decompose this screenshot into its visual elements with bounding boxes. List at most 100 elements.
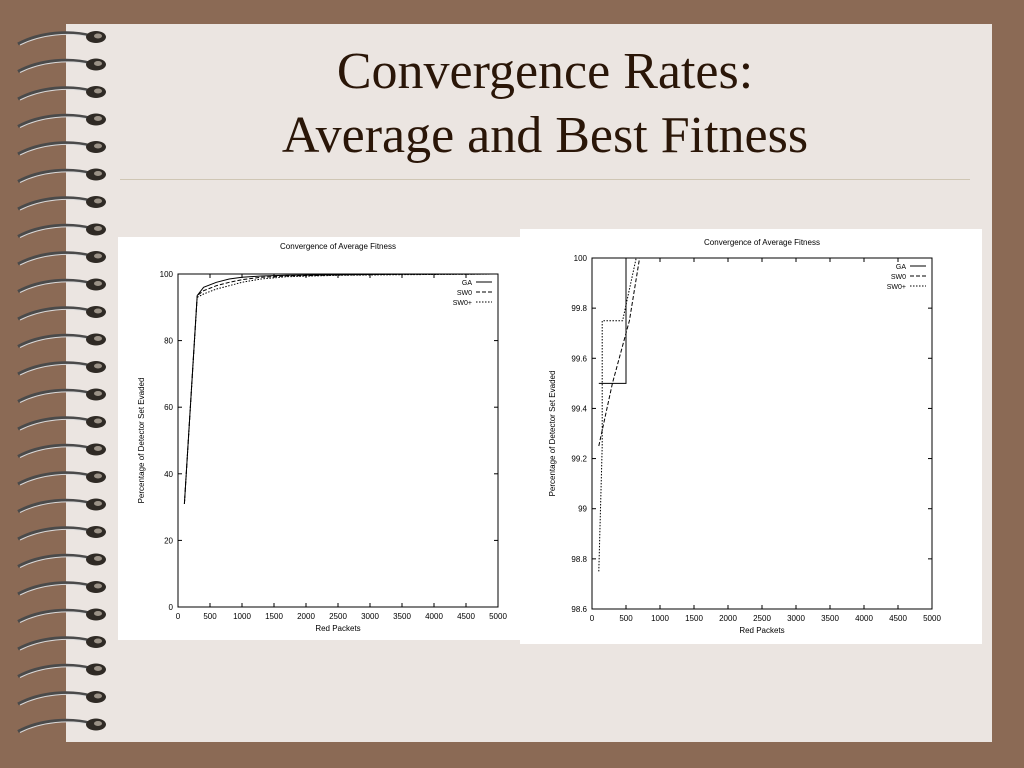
spiral-ring	[17, 31, 93, 46]
x-tick-label: 500	[203, 612, 217, 621]
spiral-ring-highlight	[19, 226, 91, 238]
spiral-ring	[17, 113, 93, 128]
y-tick-label: 99.2	[571, 455, 587, 464]
spiral-ring	[17, 58, 93, 73]
y-tick-label: 99.8	[571, 304, 587, 313]
chart-title: Convergence of Average Fitness	[704, 238, 820, 247]
y-tick-label: 100	[160, 270, 174, 279]
x-tick-label: 2000	[297, 612, 315, 621]
spiral-ring-highlight	[19, 638, 91, 651]
series-line-sw0-	[598, 257, 932, 572]
spiral-hole-shine	[94, 666, 102, 671]
x-axis-label: Red Packets	[315, 624, 360, 633]
spiral-hole-shine	[94, 391, 102, 396]
legend-label: GA	[896, 264, 906, 271]
spiral-hole-shine	[94, 556, 102, 561]
spiral-ring	[17, 498, 93, 513]
x-tick-label: 1000	[651, 614, 669, 623]
spiral-hole-shine	[94, 88, 102, 94]
spiral-ring	[17, 278, 93, 293]
x-tick-label: 0	[176, 612, 181, 621]
spiral-ring-highlight	[19, 446, 91, 458]
spiral-ring-highlight	[19, 528, 91, 541]
spiral-hole-shine	[94, 611, 102, 616]
x-tick-label: 4000	[425, 612, 443, 621]
spiral-ring-highlight	[19, 363, 91, 376]
y-tick-label: 100	[574, 254, 588, 263]
y-tick-label: 99.6	[571, 354, 587, 363]
x-axis-label: Red Packets	[739, 626, 784, 635]
spiral-hole-shine	[94, 116, 102, 121]
x-tick-label: 4000	[855, 614, 873, 623]
spiral-ring-highlight	[19, 501, 91, 513]
x-tick-label: 4500	[889, 614, 907, 623]
spiral-ring	[17, 306, 93, 321]
spiral-ring-highlight	[19, 391, 91, 403]
spiral-ring	[17, 196, 93, 211]
spiral-ring	[17, 663, 93, 678]
spiral-hole-shine	[94, 253, 102, 259]
series-line-sw0	[598, 257, 932, 447]
legend-label: SW0+	[453, 300, 472, 307]
spiral-binding	[17, 31, 106, 733]
spiral-hole-shine	[94, 363, 102, 369]
spiral-ring-highlight	[19, 721, 91, 733]
spiral-ring-highlight	[19, 143, 91, 156]
spiral-ring-highlight	[19, 88, 91, 101]
spiral-ring	[17, 608, 93, 623]
title-line-1: Convergence Rates:	[336, 43, 754, 100]
slide-title: Convergence Rates: Average and Best Fitn…	[120, 40, 970, 168]
spiral-hole-shine	[94, 336, 102, 341]
spiral-ring	[17, 361, 93, 376]
x-tick-label: 0	[590, 614, 595, 623]
spiral-ring-highlight	[19, 253, 91, 266]
chart-svg-2: Convergence of Average Fitness 0 500 1000 15…	[548, 238, 941, 635]
series-line-sw0-	[183, 273, 499, 504]
y-tick-label: 40	[164, 470, 173, 479]
spiral-ring	[17, 691, 93, 706]
spiral-ring	[17, 718, 93, 733]
y-tick-label: 99.4	[571, 404, 587, 413]
spiral-hole-shine	[94, 583, 102, 589]
spiral-ring-highlight	[19, 61, 91, 73]
x-tick-label: 3000	[361, 612, 379, 621]
spiral-ring-highlight	[19, 556, 91, 568]
spiral-ring-highlight	[19, 666, 91, 678]
spiral-ring-highlight	[19, 336, 91, 348]
series-line-ga	[598, 257, 932, 384]
spiral-hole-shine	[94, 473, 102, 479]
spiral-hole-shine	[94, 693, 102, 699]
spiral-ring-highlight	[19, 198, 91, 211]
y-tick-label: 20	[164, 536, 173, 545]
spiral-hole-shine	[94, 198, 102, 204]
x-tick-label: 5000	[489, 612, 507, 621]
y-tick-label: 98.8	[571, 555, 587, 564]
spiral-hole-shine	[94, 281, 102, 286]
spiral-ring-highlight	[19, 281, 91, 293]
spiral-ring	[17, 636, 93, 651]
spiral-hole-shine	[94, 528, 102, 534]
spiral-ring	[17, 86, 93, 101]
y-tick-label: 80	[164, 337, 173, 346]
spiral-ring-highlight	[19, 418, 91, 431]
chart-title: Convergence of Average Fitness	[280, 242, 396, 251]
x-tick-label: 5000	[923, 614, 941, 623]
spiral-hole-shine	[94, 226, 102, 231]
spiral-ring	[17, 333, 93, 348]
spiral-ring	[17, 581, 93, 596]
spiral-ring	[17, 223, 93, 238]
spiral-ring-highlight	[19, 611, 91, 623]
spiral-hole-shine	[94, 61, 102, 66]
spiral-ring-highlight	[19, 33, 91, 46]
spiral-ring-highlight	[19, 308, 91, 321]
legend-label: SW0+	[887, 284, 906, 291]
spiral-ring	[17, 443, 93, 458]
legend-label: GA	[462, 280, 472, 287]
legend-label: SW0	[457, 290, 472, 297]
y-tick-label: 99	[578, 505, 587, 514]
best-fitness-chart: Convergence of Average Fitness 0 500 1000 15…	[520, 229, 982, 644]
spiral-ring	[17, 471, 93, 486]
spiral-ring-highlight	[19, 116, 91, 128]
spiral-ring-highlight	[19, 171, 91, 183]
